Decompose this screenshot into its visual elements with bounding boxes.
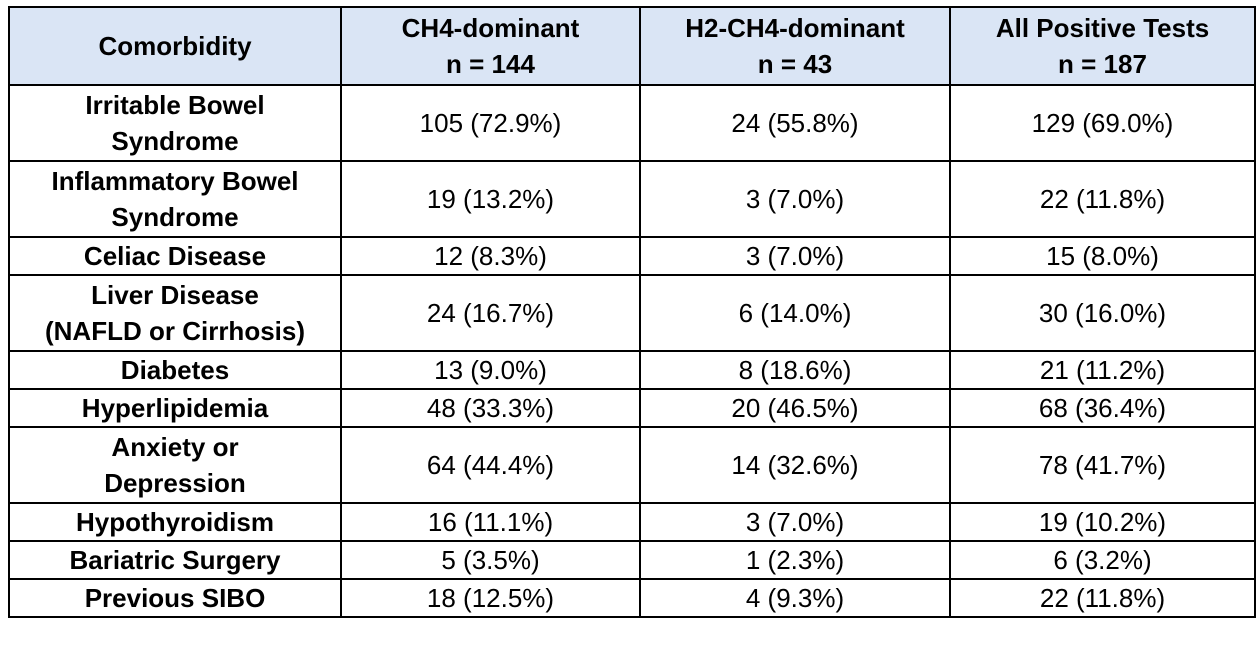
cell-ch4-dominant: 48 (33.3%) [340,388,641,428]
row-label: (NAFLD or Cirrhosis) [45,316,305,346]
row-label: Depression [104,468,246,498]
row-label: Syndrome [111,202,239,232]
row-label-cell: Hypothyroidism [8,502,342,542]
cell-h2-ch4-dominant: 6 (14.0%) [639,274,951,352]
cell-h2-ch4-dominant: 4 (9.3%) [639,578,951,618]
cell-all-positive: 22 (11.8%) [949,578,1256,618]
cell-ch4-dominant: 24 (16.7%) [340,274,641,352]
header-comorbidity: Comorbidity [8,6,342,86]
table-row: Irritable Bowel Syndrome 105 (72.9%) 24 (55… [8,84,1256,162]
cell-ch4-dominant: 105 (72.9%) [340,84,641,162]
cell-h2-ch4-dominant: 14 (32.6%) [639,426,951,504]
row-label-cell: Bariatric Surgery [8,540,342,580]
cell-all-positive: 21 (11.2%) [949,350,1256,390]
table-row: Anxiety or Depression 64 (44.4%) 14 (32.6%)… [8,426,1256,504]
row-label-cell: Diabetes [8,350,342,390]
row-label-cell: Celiac Disease [8,236,342,276]
table-row: Liver Disease (NAFLD or Cirrhosis) 24 (16.… [8,274,1256,352]
table-row: Bariatric Surgery 5 (3.5%) 1 (2.3%) 6 (3.2%… [8,540,1256,580]
cell-all-positive: 22 (11.8%) [949,160,1256,238]
table-row: Hypothyroidism 16 (11.1%) 3 (7.0%) 19 (10.2… [8,502,1256,542]
header-row: Comorbidity CH4-dominant n = 144 H2-CH4-… [8,6,1256,86]
header-all-title: All Positive Tests [995,13,1210,43]
cell-ch4-dominant: 16 (11.1%) [340,502,641,542]
row-label-cell: Previous SIBO [8,578,342,618]
header-ch4-dominant: CH4-dominant n = 144 [340,6,641,86]
cell-all-positive: 30 (16.0%) [949,274,1256,352]
row-label: Previous SIBO [84,583,266,613]
table-header: Comorbidity CH4-dominant n = 144 H2-CH4-… [8,6,1256,86]
cell-h2-ch4-dominant: 3 (7.0%) [639,160,951,238]
row-label: Liver Disease [91,280,259,310]
cell-all-positive: 6 (3.2%) [949,540,1256,580]
row-label: Hypothyroidism [76,507,274,537]
row-label: Irritable Bowel [85,90,265,120]
cell-h2-ch4-dominant: 1 (2.3%) [639,540,951,580]
cell-h2-ch4-dominant: 8 (18.6%) [639,350,951,390]
cell-all-positive: 19 (10.2%) [949,502,1256,542]
comorbidity-table: Comorbidity CH4-dominant n = 144 H2-CH4-… [8,6,1256,618]
row-label-cell: Inflammatory Bowel Syndrome [8,160,342,238]
table-row: Celiac Disease 12 (8.3%) 3 (7.0%) 15 (8.0%) [8,236,1256,276]
cell-all-positive: 15 (8.0%) [949,236,1256,276]
cell-h2-ch4-dominant: 20 (46.5%) [639,388,951,428]
row-label: Celiac Disease [83,241,267,271]
header-all-positive: All Positive Tests n = 187 [949,6,1256,86]
cell-ch4-dominant: 64 (44.4%) [340,426,641,504]
header-h2-ch4-dominant: H2-CH4-dominant n = 43 [639,6,951,86]
row-label: Diabetes [120,355,230,385]
row-label: Bariatric Surgery [69,545,281,575]
table-row: Inflammatory Bowel Syndrome 19 (13.2%) 3 (7… [8,160,1256,238]
cell-ch4-dominant: 12 (8.3%) [340,236,641,276]
row-label: Inflammatory Bowel [51,166,299,196]
row-label: Syndrome [111,126,239,156]
row-label-cell: Liver Disease (NAFLD or Cirrhosis) [8,274,342,352]
cell-ch4-dominant: 18 (12.5%) [340,578,641,618]
header-ch4-title: CH4-dominant [401,13,580,43]
header-all-n: n = 187 [1058,49,1147,79]
table-body: Irritable Bowel Syndrome 105 (72.9%) 24 (55… [8,84,1256,618]
cell-h2-ch4-dominant: 3 (7.0%) [639,236,951,276]
header-h2ch4-n: n = 43 [757,49,833,79]
table-row: Previous SIBO 18 (12.5%) 4 (9.3%) 22 (11.8%… [8,578,1256,618]
cell-all-positive: 78 (41.7%) [949,426,1256,504]
row-label-cell: Anxiety or Depression [8,426,342,504]
header-ch4-n: n = 144 [446,49,535,79]
cell-all-positive: 68 (36.4%) [949,388,1256,428]
cell-ch4-dominant: 5 (3.5%) [340,540,641,580]
cell-h2-ch4-dominant: 3 (7.0%) [639,502,951,542]
header-h2ch4-title: H2-CH4-dominant [685,13,905,43]
cell-ch4-dominant: 13 (9.0%) [340,350,641,390]
table-row: Hyperlipidemia 48 (33.3%) 20 (46.5%) 68 (36… [8,388,1256,428]
row-label-cell: Hyperlipidemia [8,388,342,428]
cell-h2-ch4-dominant: 24 (55.8%) [639,84,951,162]
header-comorbidity-label: Comorbidity [98,31,252,61]
cell-all-positive: 129 (69.0%) [949,84,1256,162]
table-row: Diabetes 13 (9.0%) 8 (18.6%) 21 (11.2%) [8,350,1256,390]
row-label: Anxiety or [111,432,239,462]
row-label: Hyperlipidemia [81,393,269,423]
row-label-cell: Irritable Bowel Syndrome [8,84,342,162]
cell-ch4-dominant: 19 (13.2%) [340,160,641,238]
